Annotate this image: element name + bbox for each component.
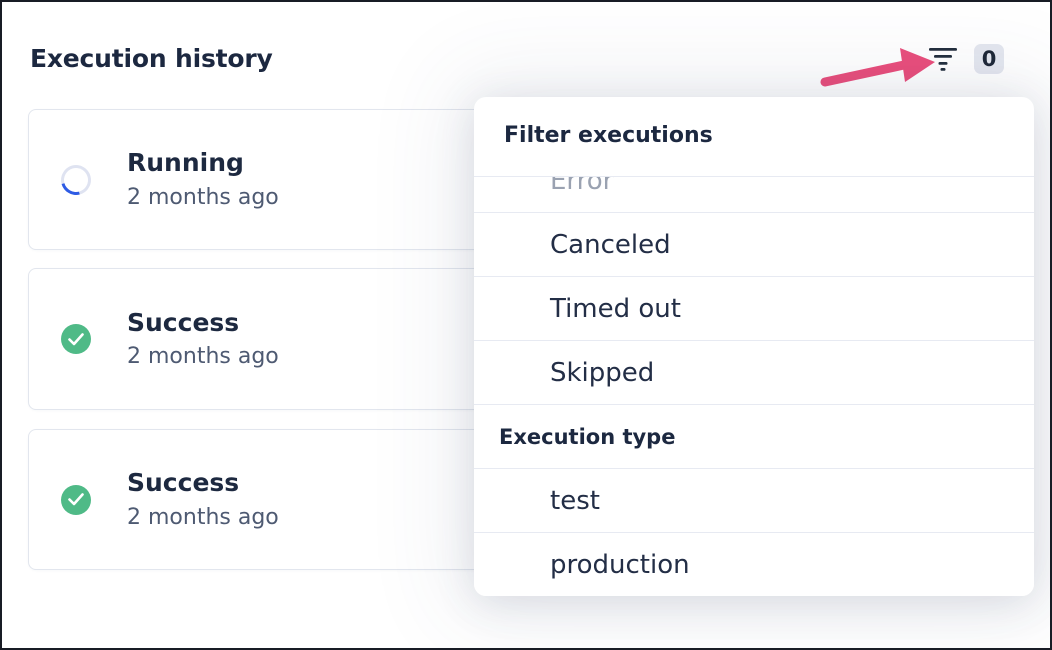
execution-timestamp: 2 months ago <box>127 504 279 530</box>
execution-status-label: Success <box>127 307 240 337</box>
execution-timestamp: 2 months ago <box>127 184 279 210</box>
execution-status-label: Success <box>127 468 240 498</box>
funnel-filter-icon <box>929 48 957 71</box>
filter-option-test[interactable]: test <box>474 469 1034 533</box>
execution-status-label: Running <box>127 148 244 178</box>
filter-option-error[interactable]: Error <box>474 177 1034 213</box>
filter-option-timed-out[interactable]: Timed out <box>474 277 1034 341</box>
execution-timestamp: 2 months ago <box>127 344 279 370</box>
filter-options-list[interactable]: Error Canceled Timed out Skipped Executi… <box>474 177 1034 596</box>
filter-dropdown-title: Filter executions <box>474 97 1034 177</box>
execution-row-text: Running 2 months ago <box>127 149 279 210</box>
filter-option-skipped[interactable]: Skipped <box>474 341 1034 405</box>
page-title: Execution history <box>30 44 273 73</box>
filter-option-production[interactable]: production <box>474 533 1034 596</box>
filter-count-value: 0 <box>981 47 997 71</box>
filter-executions-dropdown: Filter executions Error Canceled Timed o… <box>474 97 1034 596</box>
filter-executions-button[interactable] <box>928 46 958 74</box>
filter-count-badge: 0 <box>974 44 1004 74</box>
check-circle-icon <box>61 324 91 354</box>
spinner-icon <box>55 159 97 200</box>
annotation-arrow-icon <box>820 48 935 87</box>
check-circle-icon <box>61 484 91 515</box>
filter-option-canceled[interactable]: Canceled <box>474 213 1034 277</box>
filter-section-execution-type: Execution type <box>474 405 1034 469</box>
execution-row-text: Success 2 months ago <box>127 309 279 370</box>
execution-row-text: Success 2 months ago <box>127 469 279 530</box>
